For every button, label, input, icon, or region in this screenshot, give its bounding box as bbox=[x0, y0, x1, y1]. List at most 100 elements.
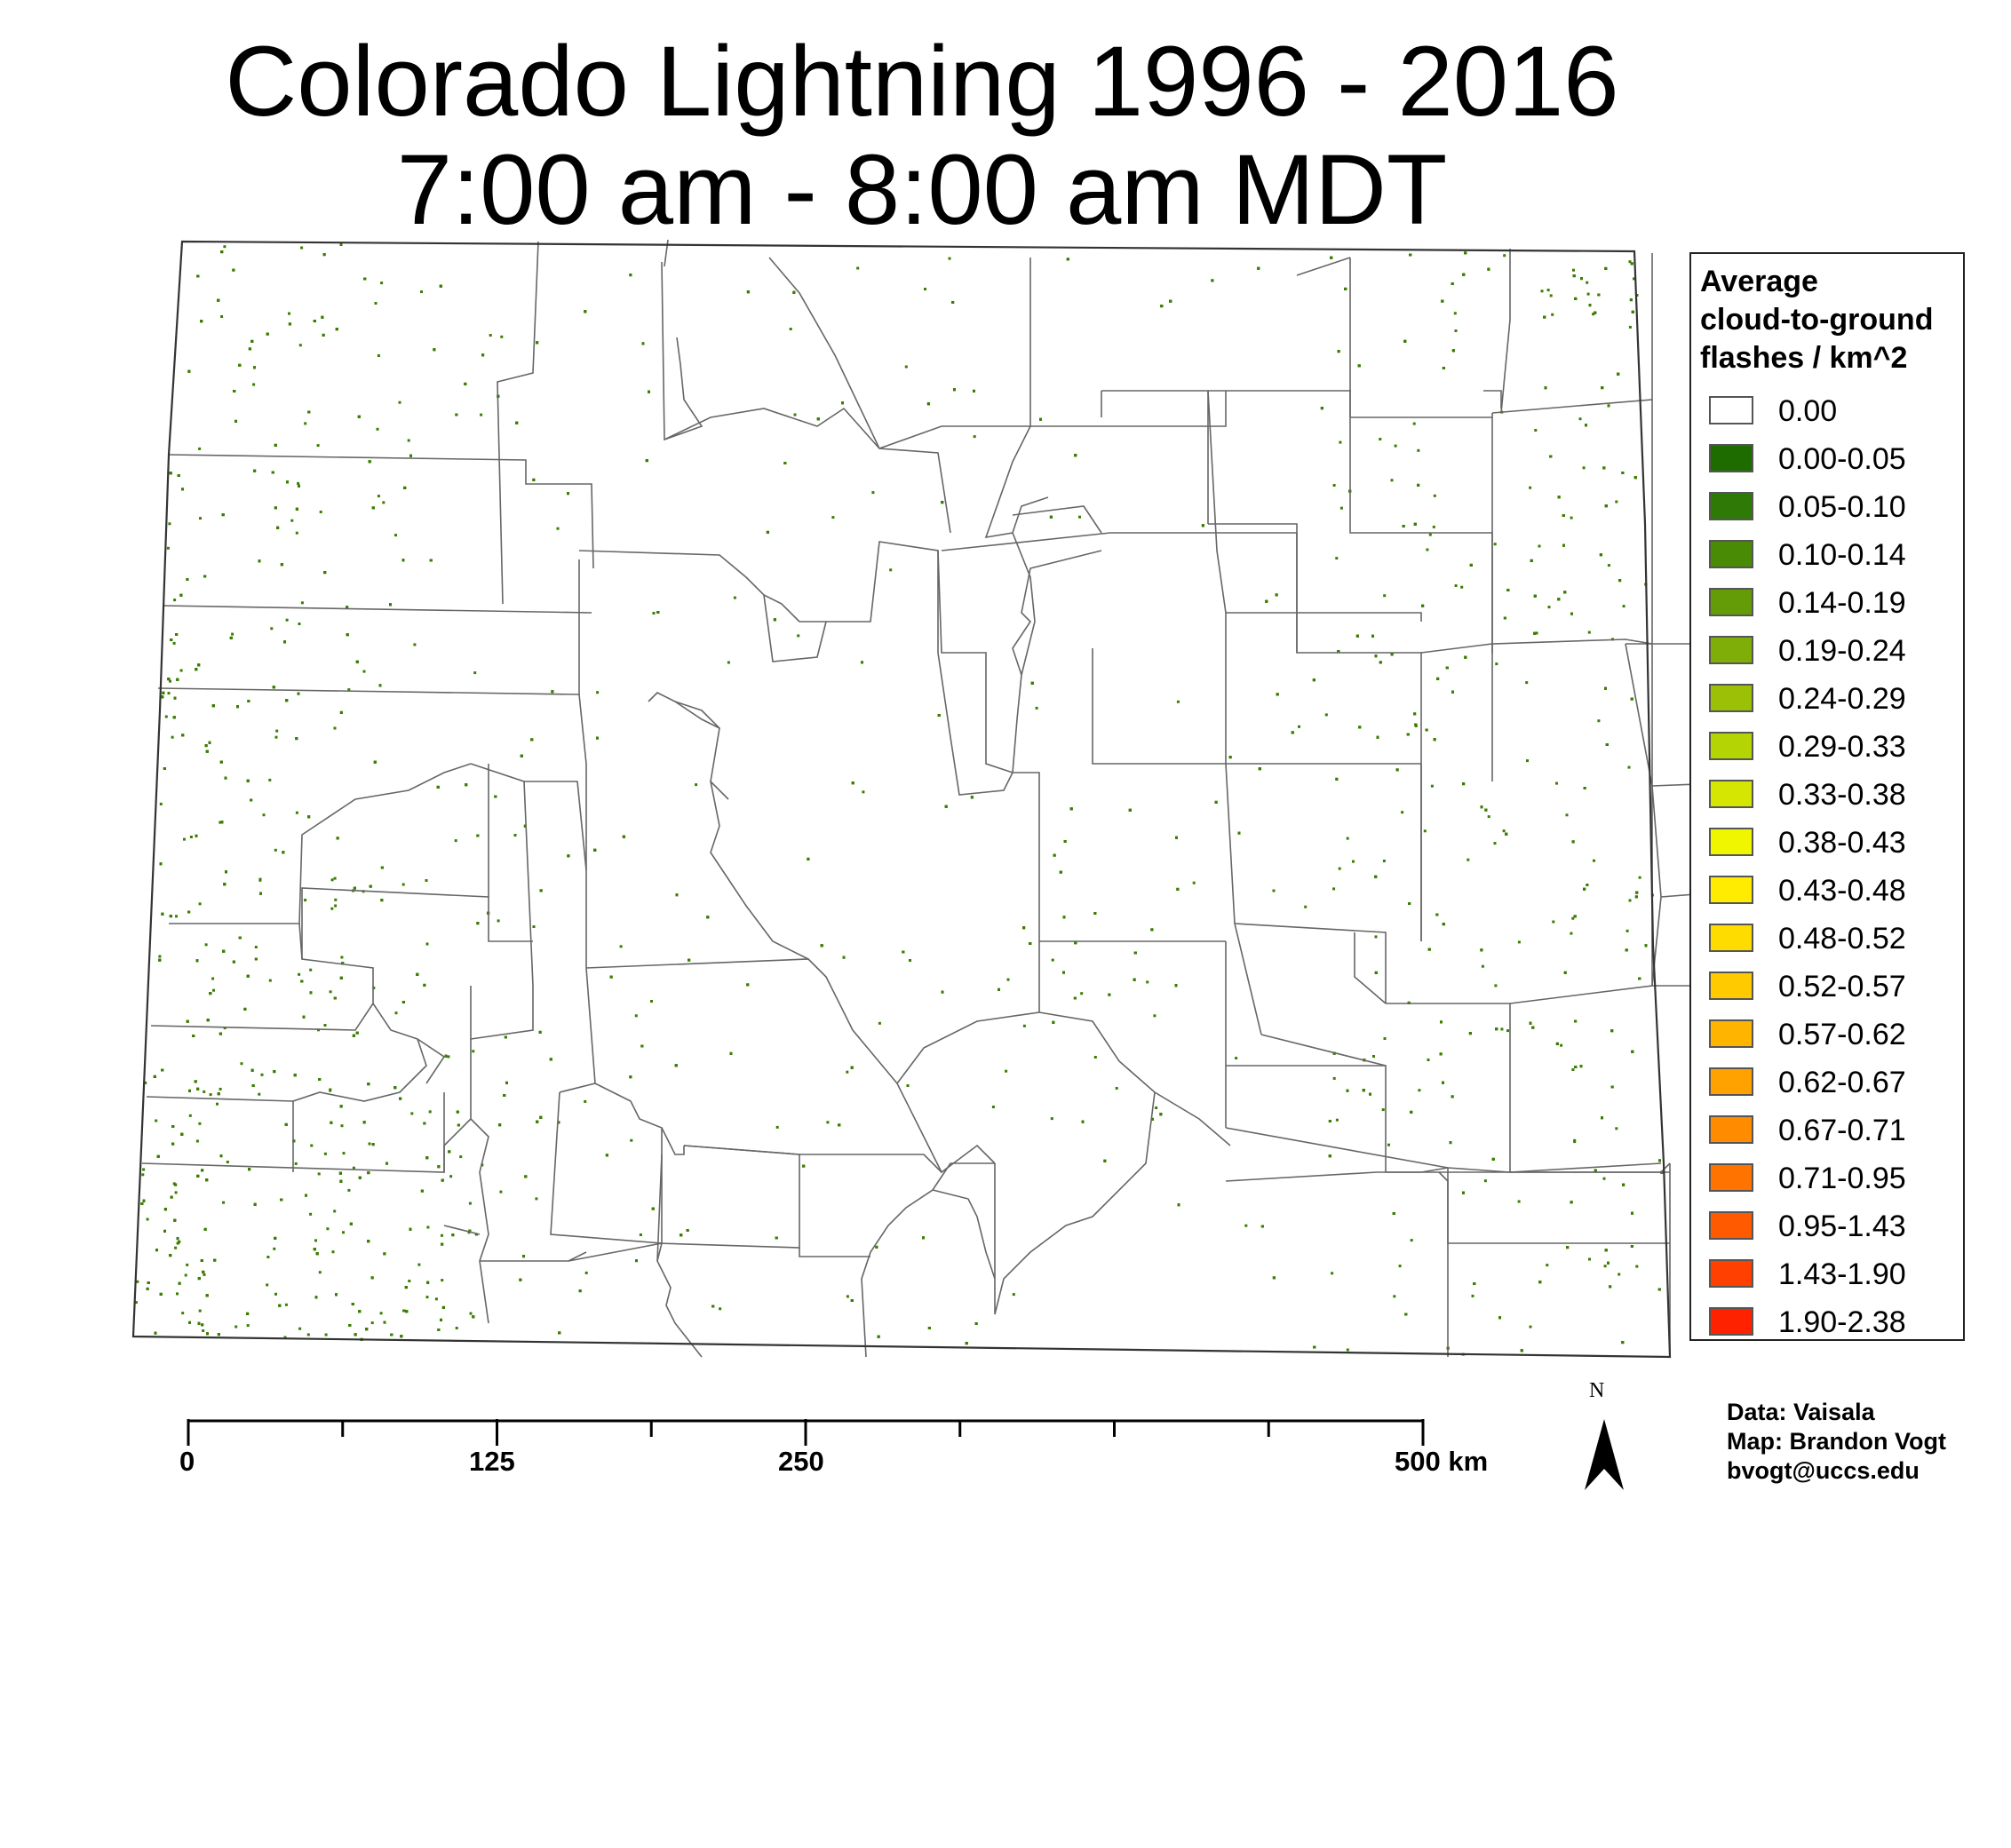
flash-dot bbox=[711, 1305, 715, 1308]
flash-dot bbox=[186, 1263, 189, 1266]
flash-dot bbox=[298, 972, 301, 976]
flash-dot bbox=[220, 315, 224, 318]
flash-dot bbox=[1074, 454, 1077, 457]
flash-dot bbox=[1572, 268, 1575, 272]
flash-dot bbox=[1442, 923, 1445, 926]
county-line bbox=[1092, 648, 1236, 924]
flash-dot bbox=[234, 1325, 238, 1328]
legend-label: 0.43-0.48 bbox=[1778, 874, 1906, 908]
legend-swatch bbox=[1709, 732, 1753, 760]
flash-dot bbox=[162, 691, 165, 694]
flash-dot bbox=[1449, 1141, 1452, 1145]
flash-dot bbox=[140, 1202, 144, 1205]
flash-dot bbox=[394, 534, 397, 537]
flash-dot bbox=[807, 857, 810, 861]
flash-dot bbox=[428, 1110, 432, 1114]
flash-dot bbox=[401, 559, 405, 562]
flash-dot bbox=[1562, 543, 1565, 547]
flash-dot bbox=[203, 1090, 206, 1093]
flash-dot bbox=[1615, 1127, 1618, 1130]
flash-dot bbox=[1462, 782, 1466, 786]
flash-dot bbox=[1593, 859, 1595, 862]
flash-dot bbox=[178, 1281, 181, 1285]
flash-dot bbox=[468, 1202, 472, 1205]
flash-dot bbox=[1467, 858, 1470, 861]
flash-dot bbox=[641, 342, 645, 345]
flash-dot bbox=[169, 1254, 172, 1257]
flash-dot bbox=[1493, 543, 1497, 546]
flash-dot bbox=[1050, 1117, 1053, 1121]
flash-dot bbox=[168, 522, 171, 526]
flash-dot bbox=[998, 987, 1000, 991]
north-arrow-label: N bbox=[1589, 1379, 1605, 1402]
flash-dot bbox=[202, 1329, 205, 1332]
flash-dot bbox=[275, 729, 279, 733]
flash-dot bbox=[403, 486, 407, 489]
flash-dot bbox=[1618, 579, 1622, 583]
flash-dot bbox=[274, 848, 277, 852]
flash-dot bbox=[532, 925, 536, 928]
flash-dot bbox=[232, 268, 235, 272]
flash-dot bbox=[352, 1166, 355, 1170]
flash-dot bbox=[733, 596, 736, 599]
flash-dot bbox=[231, 632, 234, 636]
flash-dot bbox=[329, 1088, 332, 1091]
flash-dot bbox=[464, 382, 467, 385]
flash-dot bbox=[177, 474, 180, 477]
flash-dot bbox=[314, 1239, 317, 1242]
county-line bbox=[664, 407, 880, 449]
flash-dot bbox=[266, 1256, 270, 1258]
flash-dot bbox=[142, 1199, 146, 1202]
flash-dot bbox=[323, 571, 327, 575]
flash-dot bbox=[680, 1233, 683, 1237]
flash-dot bbox=[251, 1084, 255, 1087]
flash-dot bbox=[842, 956, 846, 959]
flash-dot bbox=[1588, 304, 1592, 307]
flash-dot bbox=[1464, 655, 1467, 659]
flash-dot bbox=[247, 700, 250, 702]
county-boundaries bbox=[141, 239, 1777, 1358]
legend-label: 0.24-0.29 bbox=[1778, 682, 1906, 716]
flash-dot bbox=[1394, 444, 1397, 448]
legend-swatch bbox=[1709, 396, 1753, 424]
county-line bbox=[1013, 772, 1226, 942]
flash-dot bbox=[259, 892, 262, 895]
flash-dot bbox=[304, 422, 307, 425]
flash-dot bbox=[306, 1333, 310, 1336]
flash-dot bbox=[203, 1273, 206, 1276]
flash-dot bbox=[407, 439, 410, 442]
flash-dot bbox=[333, 876, 337, 880]
flash-dot bbox=[1487, 267, 1490, 271]
county-line bbox=[1354, 932, 1387, 1004]
flash-dot bbox=[1423, 829, 1427, 833]
flash-dot bbox=[1376, 735, 1379, 739]
flash-dot bbox=[991, 1106, 995, 1108]
county-line bbox=[470, 986, 534, 1040]
flash-dot bbox=[944, 805, 948, 808]
flash-dot bbox=[816, 417, 820, 421]
flash-dot bbox=[1604, 1249, 1608, 1252]
flash-dot bbox=[336, 837, 339, 840]
flash-dot bbox=[1402, 525, 1405, 527]
flash-dot bbox=[426, 1281, 430, 1284]
flash-dot bbox=[455, 413, 458, 416]
flash-dot bbox=[173, 1218, 177, 1222]
flash-dot bbox=[295, 507, 298, 511]
flash-dot bbox=[766, 530, 769, 534]
flash-dot bbox=[1580, 277, 1583, 281]
flash-dot bbox=[1346, 837, 1349, 840]
flash-dot bbox=[775, 1125, 779, 1129]
flash-dot bbox=[584, 1271, 588, 1274]
county-line bbox=[1420, 643, 1493, 781]
flash-dot bbox=[331, 1250, 335, 1254]
flash-dot bbox=[1583, 887, 1586, 891]
flash-dot bbox=[316, 444, 320, 448]
flash-dot bbox=[1602, 466, 1606, 470]
county-line bbox=[1500, 319, 1511, 414]
flash-dot bbox=[159, 802, 163, 805]
legend-label: 0.62-0.67 bbox=[1778, 1066, 1906, 1099]
flash-dot bbox=[219, 1087, 222, 1091]
flash-dot bbox=[1074, 941, 1077, 945]
flash-dot bbox=[1622, 1183, 1625, 1186]
flash-dot bbox=[567, 854, 570, 858]
